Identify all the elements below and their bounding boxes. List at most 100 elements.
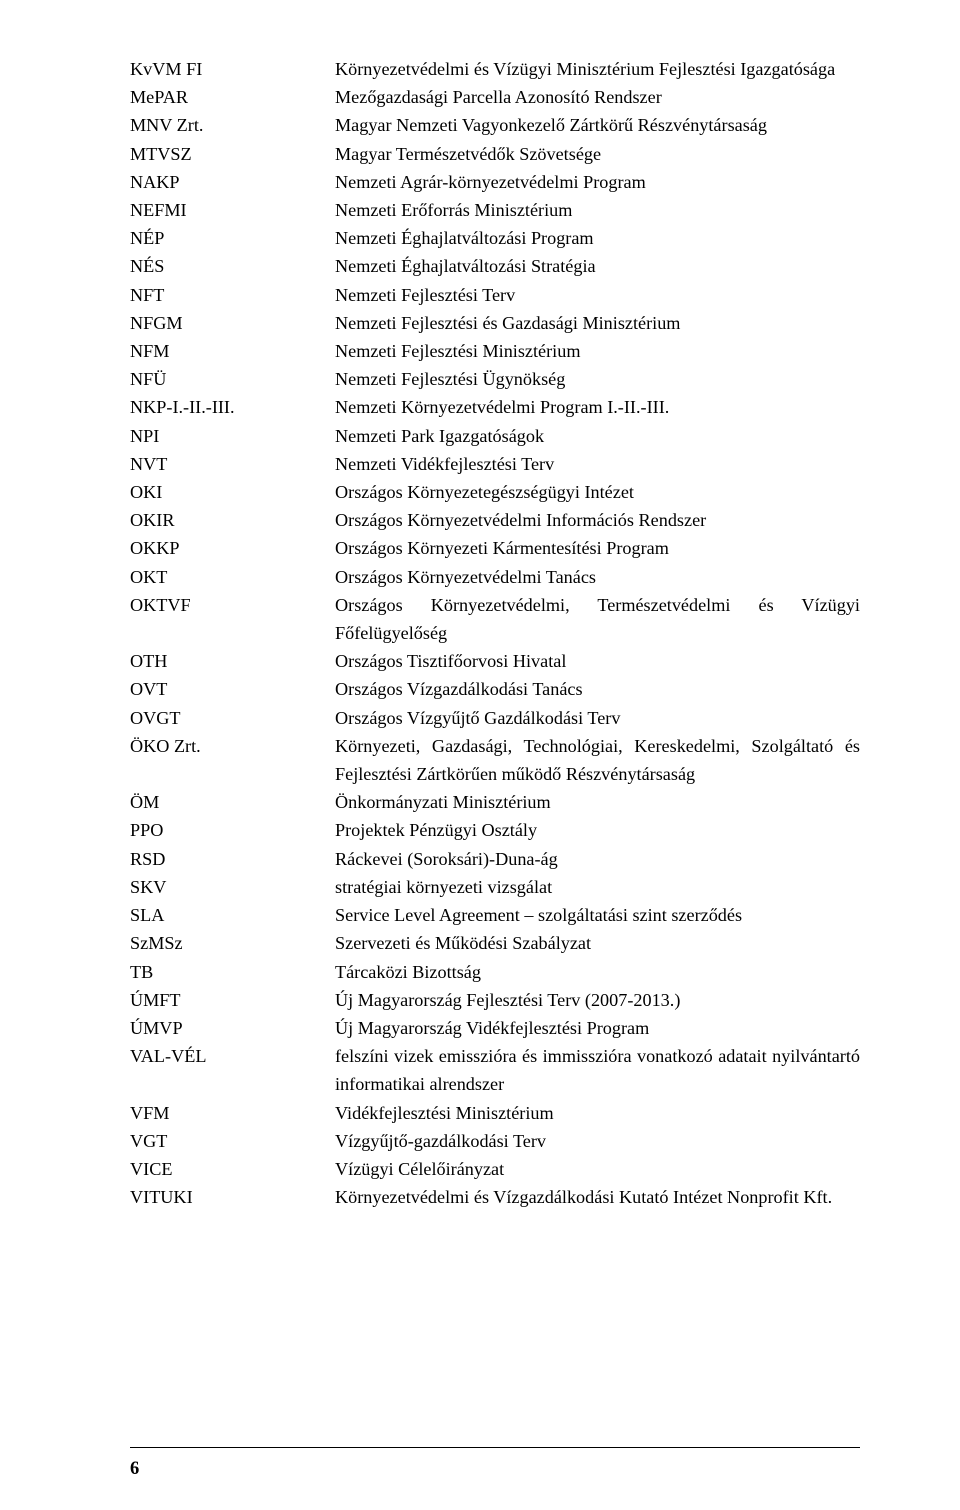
abbreviation: NPI — [130, 422, 335, 450]
list-item: NEFMINemzeti Erőforrás Minisztérium — [130, 196, 860, 224]
abbreviation: MNV Zrt. — [130, 111, 335, 139]
abbreviation: NFÜ — [130, 365, 335, 393]
abbreviation-list: KvVM FIKörnyezetvédelmi és Vízügyi Minis… — [130, 55, 860, 1211]
abbreviation: NVT — [130, 450, 335, 478]
abbreviation: ÚMVP — [130, 1014, 335, 1042]
definition: Önkormányzati Minisztérium — [335, 788, 860, 816]
list-item: OVTOrszágos Vízgazdálkodási Tanács — [130, 675, 860, 703]
definition: Nemzeti Környezetvédelmi Program I.-II.-… — [335, 393, 860, 421]
definition: Nemzeti Fejlesztési Terv — [335, 281, 860, 309]
abbreviation: VGT — [130, 1127, 335, 1155]
definition: Országos Környezetvédelmi Információs Re… — [335, 506, 860, 534]
abbreviation: TB — [130, 958, 335, 986]
abbreviation: SKV — [130, 873, 335, 901]
list-item: PPOProjektek Pénzügyi Osztály — [130, 816, 860, 844]
definition: Vidékfejlesztési Minisztérium — [335, 1099, 860, 1127]
abbreviation: NFM — [130, 337, 335, 365]
definition: stratégiai környezeti vizsgálat — [335, 873, 860, 901]
footer-rule — [130, 1447, 860, 1448]
definition: Új Magyarország Vidékfejlesztési Program — [335, 1014, 860, 1042]
abbreviation: VFM — [130, 1099, 335, 1127]
abbreviation: OVGT — [130, 704, 335, 732]
definition: Nemzeti Fejlesztési Ügynökség — [335, 365, 860, 393]
definition: Országos Környezetegészségügyi Intézet — [335, 478, 860, 506]
abbreviation: OVT — [130, 675, 335, 703]
list-item: NÉSNemzeti Éghajlatváltozási Stratégia — [130, 252, 860, 280]
definition: Nemzeti Éghajlatváltozási Stratégia — [335, 252, 860, 280]
abbreviation: VICE — [130, 1155, 335, 1183]
abbreviation: KvVM FI — [130, 55, 335, 83]
list-item: NFTNemzeti Fejlesztési Terv — [130, 281, 860, 309]
list-item: VITUKIKörnyezetvédelmi és Vízgazdálkodás… — [130, 1183, 860, 1211]
abbreviation: NAKP — [130, 168, 335, 196]
abbreviation: NFGM — [130, 309, 335, 337]
list-item: OVGTOrszágos Vízgyűjtő Gazdálkodási Terv — [130, 704, 860, 732]
abbreviation: RSD — [130, 845, 335, 873]
abbreviation: NÉS — [130, 252, 335, 280]
list-item: SzMSzSzervezeti és Működési Szabályzat — [130, 929, 860, 957]
definition: Környezeti, Gazdasági, Technológiai, Ker… — [335, 732, 860, 788]
list-item: ÖMÖnkormányzati Minisztérium — [130, 788, 860, 816]
abbreviation: NÉP — [130, 224, 335, 252]
abbreviation: NKP-I.-II.-III. — [130, 393, 335, 421]
definition: Országos Vízgyűjtő Gazdálkodási Terv — [335, 704, 860, 732]
list-item: MNV Zrt.Magyar Nemzeti Vagyonkezelő Zárt… — [130, 111, 860, 139]
abbreviation: OKIR — [130, 506, 335, 534]
list-item: NAKPNemzeti Agrár-környezetvédelmi Progr… — [130, 168, 860, 196]
list-item: NFGMNemzeti Fejlesztési és Gazdasági Min… — [130, 309, 860, 337]
list-item: RSDRáckevei (Soroksári)-Duna-ág — [130, 845, 860, 873]
abbreviation: ÚMFT — [130, 986, 335, 1014]
list-item: NKP-I.-II.-III.Nemzeti Környezetvédelmi … — [130, 393, 860, 421]
abbreviation: MePAR — [130, 83, 335, 111]
abbreviation: OKTVF — [130, 591, 335, 619]
definition: Nemzeti Éghajlatváltozási Program — [335, 224, 860, 252]
list-item: VGTVízgyűjtő-gazdálkodási Terv — [130, 1127, 860, 1155]
definition: Tárcaközi Bizottság — [335, 958, 860, 986]
definition: Nemzeti Fejlesztési és Gazdasági Miniszt… — [335, 309, 860, 337]
definition: Nemzeti Vidékfejlesztési Terv — [335, 450, 860, 478]
definition: Országos Tisztifőorvosi Hivatal — [335, 647, 860, 675]
list-item: NFÜNemzeti Fejlesztési Ügynökség — [130, 365, 860, 393]
definition: Projektek Pénzügyi Osztály — [335, 816, 860, 844]
list-item: OTHOrszágos Tisztifőorvosi Hivatal — [130, 647, 860, 675]
abbreviation: ÖM — [130, 788, 335, 816]
abbreviation: SLA — [130, 901, 335, 929]
list-item: ÖKO Zrt.Környezeti, Gazdasági, Technológ… — [130, 732, 860, 788]
list-item: OKIOrszágos Környezetegészségügyi Intéze… — [130, 478, 860, 506]
abbreviation: SzMSz — [130, 929, 335, 957]
definition: Országos Vízgazdálkodási Tanács — [335, 675, 860, 703]
definition: Országos Környezetvédelmi, Természetvéde… — [335, 591, 860, 647]
list-item: MTVSZMagyar Természetvédők Szövetsége — [130, 140, 860, 168]
abbreviation: MTVSZ — [130, 140, 335, 168]
definition: Service Level Agreement – szolgáltatási … — [335, 901, 860, 929]
definition: Környezetvédelmi és Vízgazdálkodási Kuta… — [335, 1183, 860, 1211]
abbreviation: OKKP — [130, 534, 335, 562]
list-item: SLAService Level Agreement – szolgáltatá… — [130, 901, 860, 929]
abbreviation: ÖKO Zrt. — [130, 732, 335, 760]
list-item: TBTárcaközi Bizottság — [130, 958, 860, 986]
list-item: VICEVízügyi Célelőirányzat — [130, 1155, 860, 1183]
list-item: NVTNemzeti Vidékfejlesztési Terv — [130, 450, 860, 478]
list-item: OKTVFOrszágos Környezetvédelmi, Természe… — [130, 591, 860, 647]
list-item: NÉPNemzeti Éghajlatváltozási Program — [130, 224, 860, 252]
definition: Mezőgazdasági Parcella Azonosító Rendsze… — [335, 83, 860, 111]
abbreviation: OKT — [130, 563, 335, 591]
list-item: KvVM FIKörnyezetvédelmi és Vízügyi Minis… — [130, 55, 860, 83]
abbreviation: OKI — [130, 478, 335, 506]
list-item: OKIROrszágos Környezetvédelmi Információ… — [130, 506, 860, 534]
definition: Nemzeti Erőforrás Minisztérium — [335, 196, 860, 224]
list-item: VAL-VÉLfelszíni vizek emisszióra és immi… — [130, 1042, 860, 1098]
definition: Magyar Nemzeti Vagyonkezelő Zártkörű Rés… — [335, 111, 860, 139]
list-item: ÚMFTÚj Magyarország Fejlesztési Terv (20… — [130, 986, 860, 1014]
definition: Nemzeti Fejlesztési Minisztérium — [335, 337, 860, 365]
definition: Vízgyűjtő-gazdálkodási Terv — [335, 1127, 860, 1155]
definition: Vízügyi Célelőirányzat — [335, 1155, 860, 1183]
list-item: ÚMVPÚj Magyarország Vidékfejlesztési Pro… — [130, 1014, 860, 1042]
list-item: OKKPOrszágos Környezeti Kármentesítési P… — [130, 534, 860, 562]
definition: Szervezeti és Működési Szabályzat — [335, 929, 860, 957]
definition: Ráckevei (Soroksári)-Duna-ág — [335, 845, 860, 873]
definition: felszíni vizek emisszióra és immisszióra… — [335, 1042, 860, 1098]
abbreviation: NFT — [130, 281, 335, 309]
definition: Országos Környezeti Kármentesítési Progr… — [335, 534, 860, 562]
abbreviation: OTH — [130, 647, 335, 675]
